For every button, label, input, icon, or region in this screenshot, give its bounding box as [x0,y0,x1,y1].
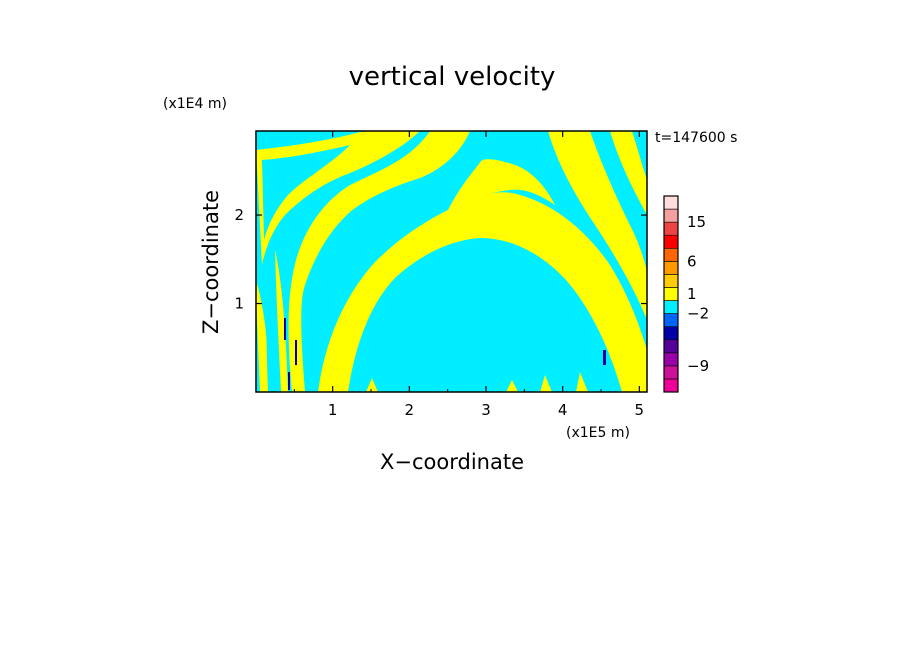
colorbar-swatch [663,195,679,210]
colorbar-swatch [663,352,679,367]
positive-region [318,192,647,392]
colorbar-swatch [663,221,679,236]
colorbar-tick-label: −2 [687,305,709,323]
x-tick-label: 5 [635,401,645,419]
colorbar-swatch [663,339,679,354]
positive-region [576,372,588,392]
colorbar-frame [663,195,679,393]
plot-frame [255,130,648,393]
strong-negative-speck [284,318,286,340]
colorbar-swatch [663,234,679,249]
time-label: t=147600 s [655,130,737,146]
positive-region [548,131,647,320]
x-tick-label: 4 [558,401,568,419]
colorbar-tick-label: 1 [687,285,697,303]
colorbar-swatch [663,247,679,262]
y-axis-ticks: 12 [234,206,647,313]
y-axis-label: Z−coordinate [199,190,223,334]
colorbar-swatch [663,313,679,327]
x-axis-unit: (x1E5 m) [566,425,630,441]
y-tick-label: 2 [234,206,244,224]
positive-region [275,250,288,392]
positive-region [448,159,555,210]
positive-region [506,380,518,392]
colorbar-swatch [663,378,679,393]
chart-title: vertical velocity [349,62,556,92]
x-axis-label: X−coordinate [380,450,524,474]
colorbar-tick-label: −9 [687,357,709,375]
strong-negative-speck [295,340,297,365]
x-tick-label: 2 [405,401,415,419]
colorbar-swatch [663,287,679,301]
positive-region [256,280,270,392]
colorbar-swatch [663,274,679,288]
negative-region [266,300,274,392]
positive-region [610,131,647,215]
colorbar-swatch [663,326,679,341]
colorbar: 15 6 1 −2 −9 [663,195,709,393]
negative-region [262,145,350,240]
strong-negative-speck [288,372,290,390]
colorbar-swatch [663,261,679,275]
colorbar-tick-label: 6 [687,252,697,270]
negative-region [352,241,620,392]
positive-region [366,378,378,392]
x-axis-ticks: 1 2 3 4 5 [293,131,645,419]
positive-region [540,375,552,392]
x-tick-label: 1 [328,401,338,419]
y-axis-unit: (x1E4 m) [163,96,227,112]
positive-region [288,131,470,392]
strong-negative-speck [603,350,606,365]
colorbar-tick-label: 15 [687,213,706,231]
x-tick-label: 3 [481,401,491,419]
y-tick-label: 1 [234,295,244,313]
colorbar-swatch [663,208,679,223]
colorbar-swatch [663,300,679,314]
colorbar-swatch [663,365,679,380]
velocity-field [256,131,647,392]
